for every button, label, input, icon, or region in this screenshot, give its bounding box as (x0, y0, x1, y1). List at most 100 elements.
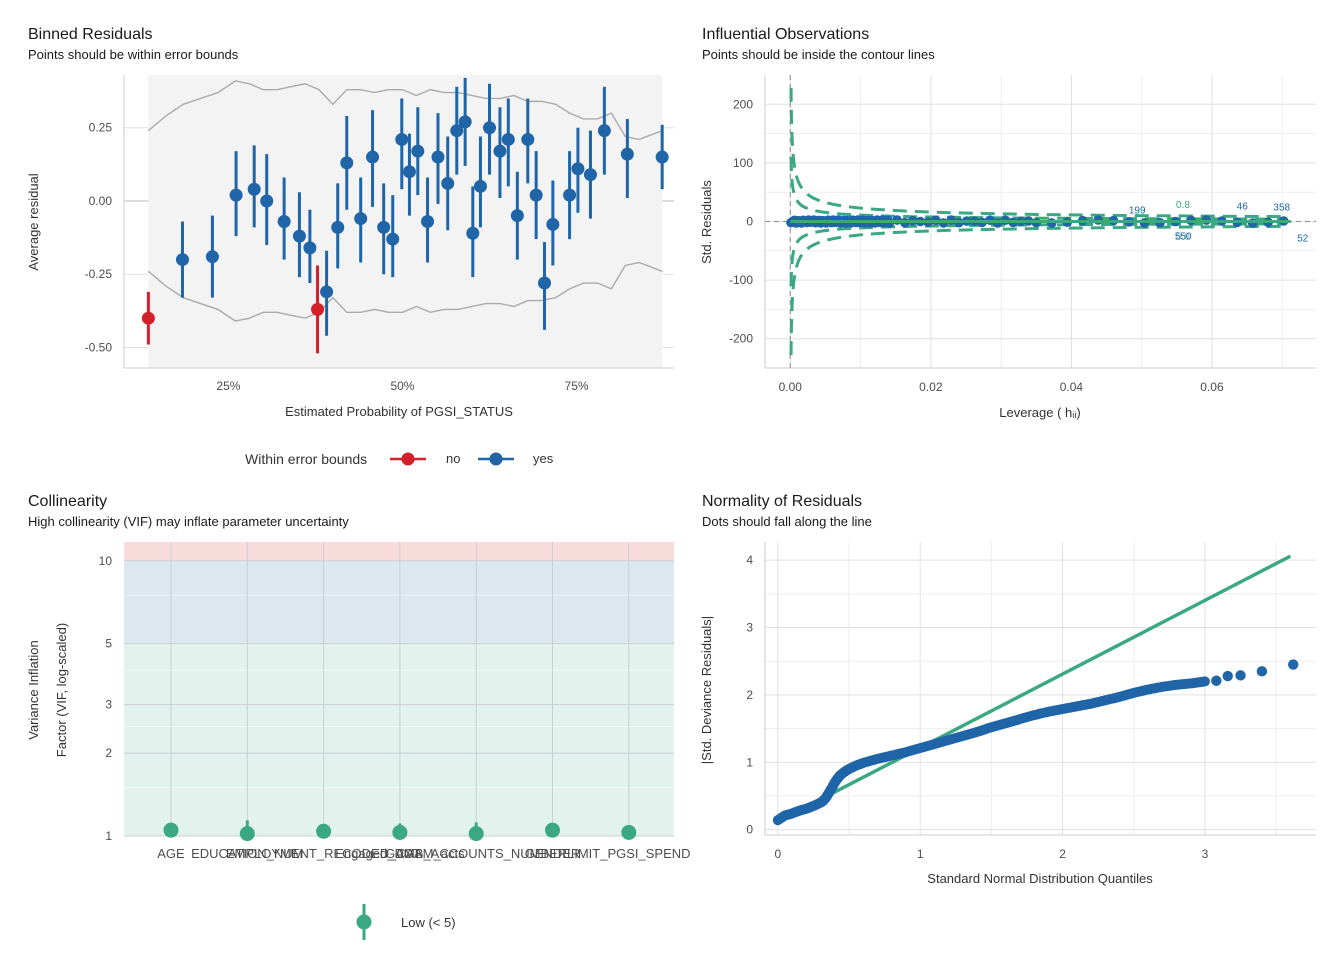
binned-y-tick-label: -0.50 (85, 340, 113, 354)
binned-point (205, 250, 219, 264)
influential-x-tick-label: 0.02 (919, 380, 943, 394)
binned-point (386, 232, 400, 246)
normality-tail-point (1235, 670, 1246, 681)
binned-x-axis-label: Estimated Probability of PGSI_STATUS (285, 404, 513, 419)
normality-point (1199, 676, 1210, 687)
influential-tick-labels: 0.00 0.02 0.04 0.06 -200 -100 0 100 200 (729, 97, 1224, 394)
normality-panel: Normality of Residuals Dots should fall … (699, 493, 1316, 886)
binned-point (571, 162, 585, 176)
normality-x-tick-label: 0 (774, 847, 781, 861)
normality-y-tick-label: 2 (746, 688, 753, 702)
normality-reference-line (777, 554, 1292, 824)
influential-x-tick-label: 0.00 (779, 380, 803, 394)
collinearity-x-tick-label: EDUCATION_NUM (191, 846, 303, 861)
influential-x-tick-label: 0.04 (1060, 380, 1084, 394)
collinearity-point (239, 826, 255, 842)
binned-residuals-subtitle: Points should be within error bounds (28, 47, 239, 62)
influential-cook-contour (789, 156, 1283, 221)
binned-point (331, 220, 345, 234)
binned-y-tick-label: 0.00 (89, 194, 113, 208)
collinearity-point (468, 826, 484, 842)
collinearity-panel: Collinearity High collinearity (VIF) may… (26, 493, 691, 940)
normality-tail-point (1256, 666, 1268, 677)
binned-lower-bound (147, 261, 663, 322)
collinearity-x-tick-label: GAMB_ACCOUNTS_NUMBER (385, 846, 567, 861)
collinearity-point (621, 824, 637, 840)
binned-y-tick-label: -0.25 (85, 267, 113, 281)
binned-point (292, 229, 306, 243)
binned-point (493, 144, 507, 158)
normality-gridlines (765, 542, 1316, 835)
normality-y-tick-label: 3 (746, 621, 753, 635)
legend-low-marker (356, 914, 372, 930)
binned-upper-bound (147, 80, 663, 141)
binned-legend: Within error bounds no yes (245, 451, 554, 467)
collinearity-legend: Low (< 5) (356, 904, 456, 940)
binned-point (260, 194, 274, 208)
normality-tail-point (1222, 670, 1233, 682)
influential-point-label: 199 (1129, 206, 1146, 217)
collinearity-point (163, 822, 179, 838)
binned-point (450, 124, 464, 138)
collinearity-high-zone (124, 542, 674, 561)
binned-y-tick-label: 0.25 (89, 121, 113, 135)
influential-subtitle: Points should be inside the contour line… (702, 47, 935, 62)
binned-point (458, 115, 472, 129)
binned-point (620, 147, 634, 161)
binned-residuals-panel: Binned Residuals Points should be within… (26, 26, 674, 467)
binned-point (229, 188, 243, 202)
binned-point (466, 226, 480, 240)
legend-no-label: no (446, 451, 460, 466)
influential-observations-panel: Influential Observations Points should b… (699, 26, 1316, 420)
normality-title: Normality of Residuals (702, 493, 862, 510)
binned-point (175, 253, 189, 267)
binned-point (583, 168, 597, 182)
influential-x-tick-label: 0.06 (1200, 380, 1224, 394)
binned-residuals-title: Binned Residuals (28, 26, 153, 43)
influential-y-tick-label: -100 (729, 273, 753, 287)
influential-cook-contour (789, 87, 1283, 219)
binned-point (247, 182, 261, 196)
binned-point (395, 132, 409, 146)
binned-point (320, 285, 334, 299)
binned-point (441, 176, 455, 190)
collinearity-y-label-line1: Variance Inflation (26, 640, 41, 740)
normality-y-tick-label: 1 (746, 755, 753, 769)
normality-tail-point (1211, 675, 1222, 686)
binned-error-band (148, 75, 663, 368)
binned-point (597, 124, 611, 138)
influential-x-axis-label: Leverage ( hᵢᵢ) (999, 405, 1080, 420)
influential-y-tick-label: -200 (729, 332, 753, 346)
collinearity-points (163, 820, 637, 842)
binned-point (563, 188, 577, 202)
collinearity-y-tick-label: 10 (99, 554, 113, 568)
binned-point (377, 220, 391, 234)
binned-point (354, 212, 368, 226)
collinearity-x-tick-label: EMPLOYMENT_RECODED_CAT (226, 846, 422, 861)
influential-marks: 0.8 0.8 199 550 46 358 52 (765, 75, 1316, 368)
binned-points (141, 77, 669, 354)
binned-point (538, 276, 552, 290)
binned-tick-labels: 25% 50% 75% -0.50 -0.25 0.00 0.25 (85, 121, 589, 393)
binned-y-axis-label: Average residual (26, 173, 41, 270)
normality-y-axis-label: |Std. Deviance Residuals| (699, 616, 714, 764)
binned-point (303, 241, 317, 255)
binned-point (411, 144, 425, 158)
collinearity-y-tick-label: 2 (105, 746, 112, 760)
normality-subtitle: Dots should fall along the line (702, 514, 872, 529)
collinearity-subtitle: High collinearity (VIF) may inflate para… (28, 514, 349, 529)
binned-point (529, 188, 543, 202)
binned-point (501, 132, 515, 146)
binned-x-tick-label: 25% (216, 379, 240, 393)
normality-y-tick-label: 4 (746, 553, 753, 567)
binned-point (521, 132, 535, 146)
influential-title: Influential Observations (702, 26, 869, 43)
legend-no-marker (401, 452, 415, 466)
binned-point (340, 156, 354, 170)
normality-x-tick-label: 3 (1202, 847, 1209, 861)
collinearity-tick-labels: 1 2 3 5 10 AGE EDUCATION_NUMEMPLOYMENT_RECODED… (99, 554, 691, 861)
influential-y-tick-label: 200 (733, 97, 753, 111)
collinearity-x-tick-label: Engaged_DGAM_acts (335, 846, 465, 861)
legend-yes-marker (489, 452, 503, 466)
